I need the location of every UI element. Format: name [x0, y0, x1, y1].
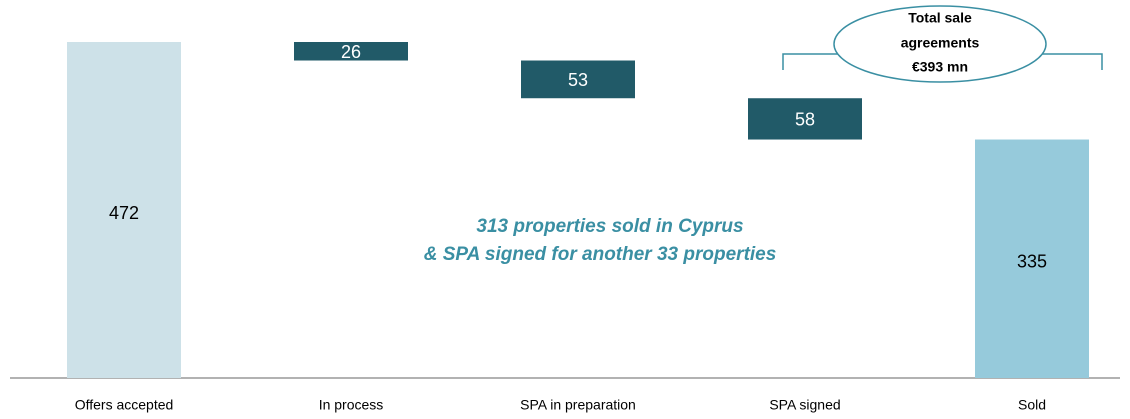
callout-bubble: [833, 5, 1047, 83]
callout-text: agreements: [901, 35, 980, 51]
bar: [521, 60, 635, 99]
value-label: 53: [568, 70, 588, 90]
bar: [975, 139, 1089, 378]
annotation: 313 properties sold in Cyprus: [476, 216, 743, 237]
value-label: 335: [1017, 252, 1047, 272]
x-tick-label: SPA in preparation: [520, 397, 636, 413]
x-tick-label: In process: [319, 397, 384, 413]
value-label: 58: [795, 110, 815, 130]
callout-text: €393 mn: [912, 59, 968, 75]
bar: [748, 98, 862, 140]
value-label: 472: [109, 203, 139, 223]
annotation: & SPA signed for another 33 properties: [424, 244, 777, 265]
callout-text: Total sale: [908, 10, 972, 26]
bar: [294, 42, 408, 61]
value-label: 26: [341, 42, 361, 62]
x-tick-label: Sold: [1018, 397, 1046, 413]
x-tick-label: Offers accepted: [75, 397, 174, 413]
x-tick-label: SPA signed: [769, 397, 840, 413]
bar: [67, 42, 181, 378]
